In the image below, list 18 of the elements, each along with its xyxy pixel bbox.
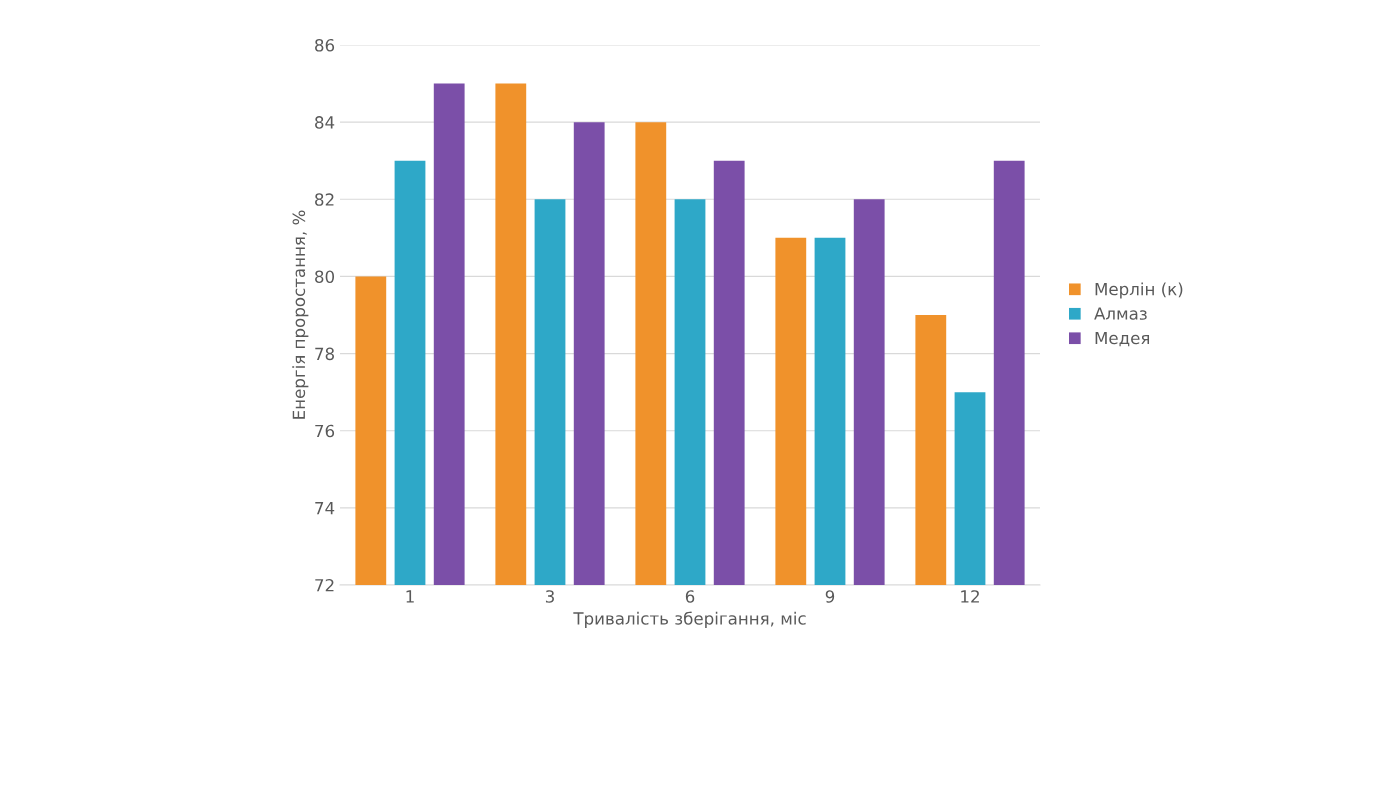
legend-label: Мерлін (к) [1095,282,1183,299]
x-tick-label: 6 [685,590,695,603]
y-axis-title: Енергія проростання, % [292,210,309,419]
x-tick-label: 3 [545,590,554,603]
y-tick-label: 78 [315,347,334,361]
x-tick-label: 1 [406,590,414,603]
y-tick-label: 80 [315,270,335,283]
y-tick-label: 76 [315,424,335,438]
x-tick-label: 12 [961,590,979,603]
y-tick-label: 86 [315,38,335,52]
x-tick-label: 9 [825,590,835,603]
legend-label: Алмаз [1094,307,1147,320]
y-tick-label: 84 [315,116,335,129]
legend-label: Медея [1095,331,1150,347]
y-tick-label: 74 [315,502,335,515]
x-axis-title: Тривалість зберігання, міс [573,611,806,628]
y-tick-label: 72 [315,578,334,592]
y-tick-label: 82 [315,193,334,206]
